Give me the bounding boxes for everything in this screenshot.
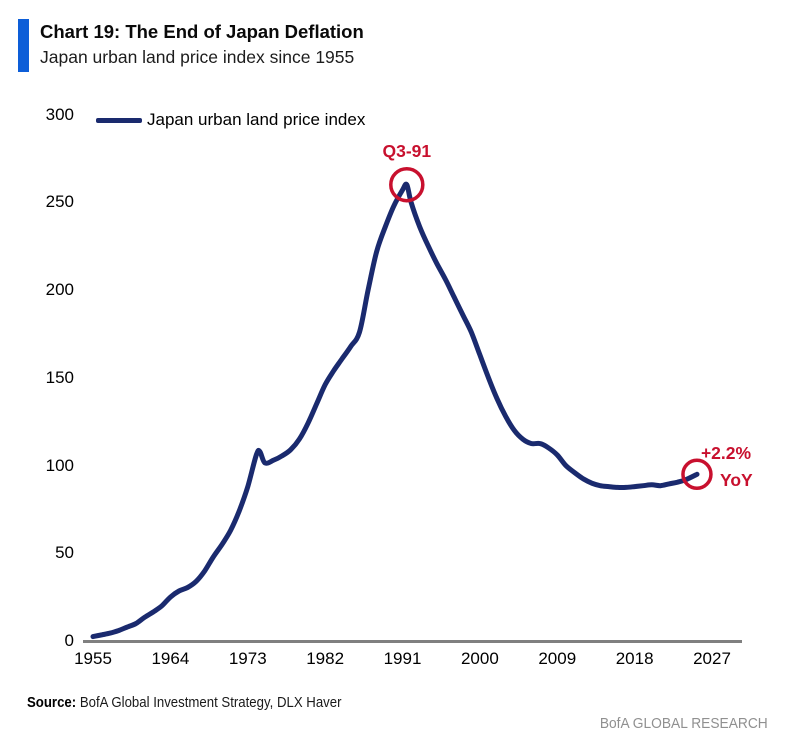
y-axis-tick-label: 50 bbox=[55, 543, 74, 563]
peak-highlight-circle bbox=[389, 166, 425, 203]
y-axis-tick-label: 250 bbox=[45, 192, 74, 212]
chart-title: Chart 19: The End of Japan Deflation bbox=[40, 21, 364, 42]
annotation-peak: Q3-91 bbox=[382, 138, 431, 164]
y-axis-tick-label: 150 bbox=[45, 367, 74, 387]
x-axis-tick-label: 1964 bbox=[151, 649, 190, 668]
legend-line-swatch bbox=[96, 117, 142, 123]
chart-subtitle: Japan urban land price index since 1955 bbox=[40, 47, 355, 68]
source-label: Source: bbox=[27, 694, 77, 711]
source-line: Source: BofA Global Investment Strategy,… bbox=[27, 694, 342, 711]
chart-header: Chart 19: The End of Japan Deflation Jap… bbox=[18, 19, 364, 72]
x-axis-tick-label: 2009 bbox=[538, 649, 577, 668]
annotation-line: +2.2% bbox=[700, 443, 752, 464]
accent-bar bbox=[18, 19, 29, 72]
x-axis-tick-label: 2027 bbox=[693, 649, 731, 668]
y-axis-tick-label: 0 bbox=[64, 631, 74, 650]
x-axis-tick-label: 1991 bbox=[383, 649, 422, 668]
header-text-block: Chart 19: The End of Japan Deflation Jap… bbox=[40, 19, 364, 72]
x-axis-tick-label: 1982 bbox=[306, 649, 345, 668]
end-highlight-circle bbox=[681, 458, 713, 491]
annotation-line: YoY bbox=[719, 469, 753, 490]
x-axis-tick-label: 2000 bbox=[460, 649, 499, 668]
y-axis-tick-label: 300 bbox=[45, 104, 74, 124]
x-axis-tick-label: 1973 bbox=[228, 649, 267, 668]
annotation-end: +2.2% YoY bbox=[701, 440, 753, 493]
x-axis-tick-label: 1955 bbox=[74, 649, 112, 668]
data-line bbox=[90, 181, 700, 640]
x-axis-tick-label: 2018 bbox=[615, 649, 654, 668]
legend-label: Japan urban land price index bbox=[147, 110, 366, 129]
legend: Japan urban land price index bbox=[96, 110, 365, 130]
source-text: BofA Global Investment Strategy, DLX Hav… bbox=[76, 694, 342, 711]
y-axis-tick-label: 100 bbox=[45, 455, 74, 475]
annotation-line: Q3-91 bbox=[382, 140, 432, 161]
brand-text: BofA GLOBAL RESEARCH bbox=[600, 716, 768, 732]
y-axis-tick-label: 200 bbox=[45, 280, 74, 299]
